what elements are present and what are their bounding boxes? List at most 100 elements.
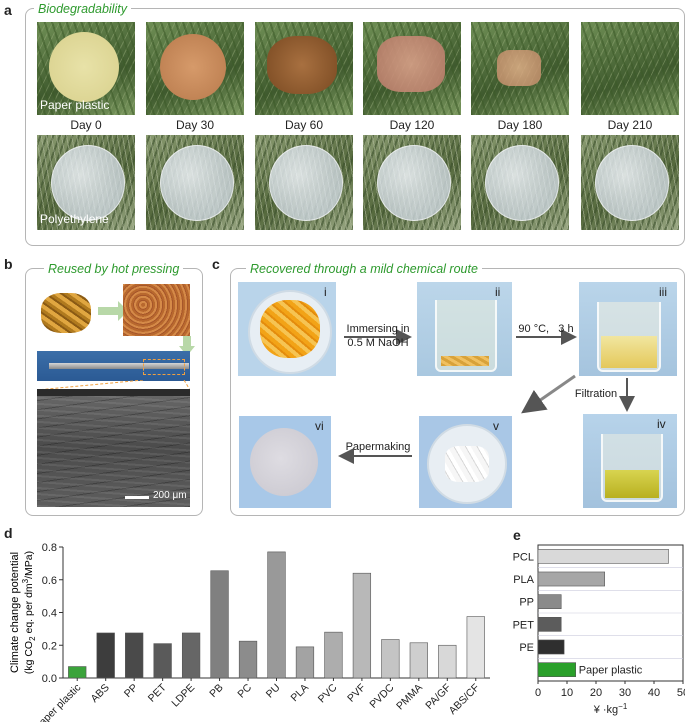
step-i-photo: i (238, 282, 336, 376)
step-vi-label: vi (315, 419, 324, 433)
x-tick-label: 30 (619, 687, 631, 699)
arrow3-label: Filtration (574, 388, 618, 400)
x-tick-label: 0 (535, 687, 541, 699)
y-tick-label: 0.0 (42, 673, 57, 685)
x-tick-label: PET (146, 681, 169, 704)
bar (295, 646, 315, 679)
sample-disc (485, 145, 559, 221)
bar (537, 594, 562, 609)
x-tick-label: Paper plastic (32, 682, 83, 722)
panel-letter-b: b (4, 256, 13, 272)
panel-letter-a: a (4, 2, 12, 18)
paper-plastic-photo (471, 22, 569, 115)
bar (153, 643, 172, 679)
polyethylene-photo (146, 135, 244, 230)
panel-a-title: Biodegradability (34, 2, 131, 16)
panel-b-title: Reused by hot pressing (44, 262, 184, 276)
paper-plastic-photo (363, 22, 461, 115)
step-v-photo: v (419, 416, 512, 508)
panel-letter-e: e (513, 527, 521, 543)
bar-label: Paper plastic (579, 665, 643, 677)
x-axis-label: ¥ ·kg−1 (593, 702, 628, 716)
x-tick-label: 40 (648, 687, 660, 699)
step-i-label: i (324, 285, 327, 299)
bar (537, 571, 605, 587)
sample-disc (51, 145, 125, 221)
y-tick-label: PCL (513, 551, 534, 563)
paper-plastic-photo (581, 22, 679, 115)
flake-pile-photo (37, 283, 96, 343)
arrow-iii-to-v (521, 374, 576, 414)
panel-letter-d: d (4, 525, 13, 541)
y-tick-label: PE (519, 642, 534, 654)
step-iv-label: iv (657, 417, 666, 431)
day-label: Day 0 (70, 118, 102, 132)
y-axis-label-line2: (kg CO2 eq. per dm3/MPa) (21, 551, 37, 674)
panel-c-title: Recovered through a mild chemical route (246, 262, 482, 276)
x-tick-label: 50 (677, 687, 685, 699)
sample-disc (269, 145, 343, 221)
climate-change-bar-chart: 0.0 0.2 0.4 0.6 0.8 Paper plastic ABS PP PET LDPE… (9, 542, 490, 722)
x-tick-label: PVC (316, 681, 340, 705)
day-label: Day 30 (175, 118, 215, 132)
x-tick-label: PLA (289, 682, 312, 705)
pressed-strip-photo (37, 351, 190, 381)
process-arrows (338, 329, 635, 464)
step-iv-photo: iv (583, 414, 677, 508)
bar (238, 640, 258, 679)
paper-plastic-photo (255, 22, 353, 115)
polyethylene-caption: Polyethylene (40, 212, 109, 226)
arrow1-label-line1: Immersing in (346, 323, 410, 335)
y-tick-label: PP (519, 597, 534, 609)
x-tick-label: PMMA (394, 682, 425, 713)
step-v-label: v (493, 419, 499, 433)
pressed-sheet-photo (123, 284, 190, 336)
polyethylene-photo (255, 135, 353, 230)
x-tick-label: PVDC (367, 681, 396, 710)
step-iii-label: iii (659, 285, 667, 299)
bar (537, 617, 562, 632)
arrow2-label: 90 °C, 3 h (518, 323, 574, 335)
panel-letter-c: c (212, 256, 220, 272)
arrow1-label-line2: 0.5 M NaOH (347, 337, 409, 349)
bar (466, 616, 485, 679)
x-tick-label: PC (235, 681, 254, 700)
arrow4-label: Papermaking (345, 441, 411, 453)
x-tick-label: PVF (345, 682, 368, 705)
polyethylene-photo (37, 135, 135, 230)
y-tick-label: PLA (513, 574, 534, 586)
sample-disc (49, 32, 119, 102)
y-tick-label: 0.6 (42, 575, 57, 587)
y-tick-label: 0.4 (42, 608, 57, 620)
x-tick-label: ABS/CF (447, 682, 482, 717)
paper-plastic-caption: Paper plastic (40, 98, 110, 112)
bar (96, 632, 115, 679)
bar (324, 631, 343, 679)
sample-disc (267, 36, 337, 94)
day-label: Day 210 (607, 118, 653, 132)
sample-disc (160, 145, 234, 221)
x-tick-label: LDPE (169, 682, 197, 710)
bar (267, 551, 286, 679)
x-tick-label: PB (207, 682, 225, 700)
bar (537, 639, 565, 655)
bar (68, 666, 87, 679)
price-bar-chart: PCL PLA PP PET PE Paper plastic 0 10 20 30 40 50 ¥ ·… (513, 544, 685, 716)
x-tick-label: PP (122, 682, 140, 700)
sample-disc (377, 145, 451, 221)
x-tick-label: PU (264, 682, 283, 701)
zoom-lines (37, 380, 190, 390)
polyethylene-photo (363, 135, 461, 230)
bar (537, 662, 577, 677)
y-tick-label: 0.8 (42, 542, 57, 554)
bar (210, 570, 229, 679)
x-tick-label: ABS (88, 682, 111, 705)
day-label: Day 180 (497, 118, 543, 132)
step-ii-label: ii (495, 285, 501, 299)
bar (537, 549, 669, 564)
paper-plastic-photo (37, 22, 135, 115)
scale-bar-label: 200 μm (153, 490, 187, 501)
polyethylene-photo (581, 135, 679, 230)
bar (381, 639, 400, 679)
step-iii-photo: iii (579, 282, 677, 376)
